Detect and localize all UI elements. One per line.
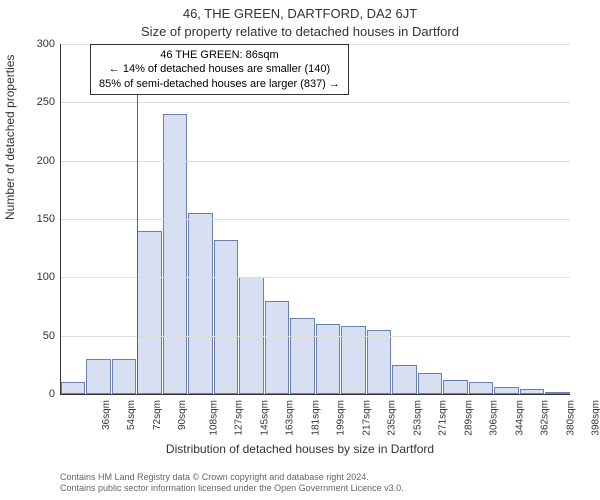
xtick-label: 289sqm (463, 400, 474, 436)
xtick-label: 90sqm (177, 400, 188, 430)
histogram-bar (86, 359, 111, 394)
xtick-label: 253sqm (412, 400, 423, 436)
footer: Contains HM Land Registry data © Crown c… (60, 472, 404, 494)
histogram-bar (290, 318, 315, 394)
histogram-bar (188, 213, 213, 394)
xtick-label: 145sqm (259, 400, 270, 436)
histogram-bar (367, 330, 392, 394)
ytick-label: 250 (37, 96, 55, 108)
xtick-label: 54sqm (126, 400, 137, 430)
ytick-label: 0 (49, 388, 55, 400)
ytick-label: 200 (37, 155, 55, 167)
ytick-label: 300 (37, 38, 55, 50)
xtick-label: 362sqm (540, 400, 551, 436)
histogram-bar (137, 231, 162, 394)
footer-line-2: Contains public sector information licen… (60, 483, 404, 494)
ytick-label: 100 (37, 271, 55, 283)
info-box: 46 THE GREEN: 86sqm ← 14% of detached ho… (90, 44, 349, 95)
histogram-bar (163, 114, 188, 394)
ytick-label: 50 (43, 330, 55, 342)
marker-line (137, 44, 138, 394)
histogram-bar (265, 301, 290, 394)
histogram-bar (469, 382, 494, 394)
histogram-bar (494, 387, 519, 394)
histogram-bar (392, 365, 417, 394)
x-axis-label: Distribution of detached houses by size … (0, 442, 600, 456)
info-line-1: 46 THE GREEN: 86sqm (99, 48, 340, 62)
xtick-label: 108sqm (208, 400, 219, 436)
xtick-label: 306sqm (489, 400, 500, 436)
xtick-label: 217sqm (361, 400, 372, 436)
info-line-3: 85% of semi-detached houses are larger (… (99, 77, 340, 91)
xtick-label: 127sqm (234, 400, 245, 436)
histogram-bar (112, 359, 137, 394)
title-subtitle: Size of property relative to detached ho… (0, 24, 600, 39)
xtick-label: 235sqm (387, 400, 398, 436)
title-address: 46, THE GREEN, DARTFORD, DA2 6JT (0, 6, 600, 21)
xtick-label: 163sqm (285, 400, 296, 436)
xtick-label: 380sqm (565, 400, 576, 436)
footer-line-1: Contains HM Land Registry data © Crown c… (60, 472, 404, 483)
y-axis-line (60, 44, 61, 394)
histogram-bar (418, 373, 443, 394)
y-axis-label: Number of detached properties (3, 55, 17, 220)
plot-area (60, 44, 570, 394)
xtick-label: 398sqm (591, 400, 600, 436)
histogram-bar (61, 382, 86, 394)
xtick-label: 344sqm (514, 400, 525, 436)
chart-container: 46, THE GREEN, DARTFORD, DA2 6JT Size of… (0, 0, 600, 500)
histogram-bar (214, 240, 239, 394)
histogram-bar (316, 324, 341, 394)
xtick-label: 36sqm (101, 400, 112, 430)
histogram-bar (443, 380, 468, 394)
xtick-label: 181sqm (310, 400, 321, 436)
ytick-label: 150 (37, 213, 55, 225)
xtick-label: 199sqm (336, 400, 347, 436)
xtick-label: 271sqm (438, 400, 449, 436)
info-line-2: ← 14% of detached houses are smaller (14… (99, 62, 340, 76)
x-axis-line (60, 394, 570, 395)
xtick-label: 72sqm (152, 400, 163, 430)
